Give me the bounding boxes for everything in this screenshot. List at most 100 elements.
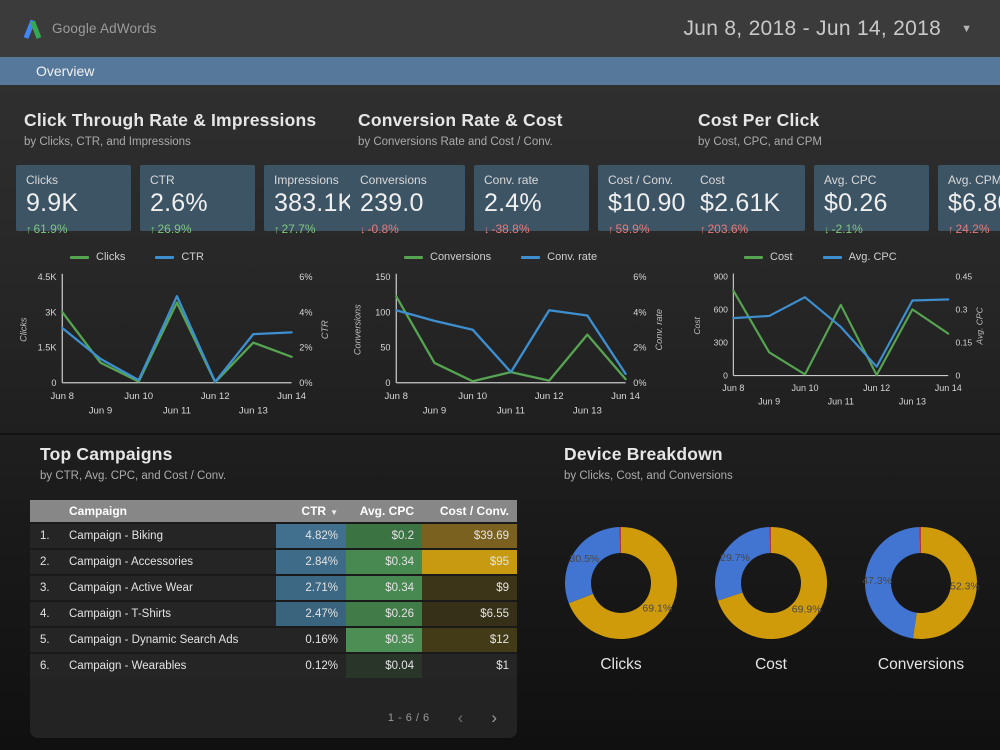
down-arrow-icon: ↓: [360, 224, 366, 236]
donut-chart-conversions: 52.3% 47.3%: [862, 527, 980, 639]
column-header-ctr[interactable]: CTR ▼: [301, 504, 338, 518]
cost-conv-cell: $12: [422, 628, 517, 652]
column-header-avg-cpc[interactable]: Avg. CPC: [359, 504, 414, 518]
scorecard-value: 9.9K: [26, 189, 79, 217]
scorecard-label: Conversions: [360, 173, 427, 187]
svg-text:1.5K: 1.5K: [38, 343, 57, 353]
scorecard-delta: ↑ 61.9%: [26, 222, 122, 236]
table-title: Top Campaigns: [40, 444, 173, 464]
campaign-name-cell: Campaign - Dynamic Search Ads: [69, 634, 239, 646]
cost-conv-cell: $39.69: [422, 524, 517, 548]
chart-legend: Conversions Conv. rate: [404, 251, 668, 263]
blue-line-swatch: [822, 255, 842, 259]
line-chart-conversions-rate: 0 50 100 150 0% 2% 4% 6% Jun 8 Jun 9 Jun 10 Jun 11 J…: [353, 272, 665, 417]
blue-line-swatch: [521, 255, 541, 259]
donut-row: 69.1% 30.5% Clicks 69.9% 29.7% Cost 52.3% 4…: [556, 518, 986, 674]
column-header-campaign: Campaign: [69, 504, 128, 518]
tab-overview[interactable]: Overview: [36, 63, 95, 79]
line-chart-clicks-ctr: 0 1.5K 3K 4.5K 0% 2% 4% 6% Jun 8 Jun 9 Jun 10 Jun 1…: [19, 272, 331, 417]
legend-item-avg-cpc: Avg. CPC: [822, 251, 897, 263]
svg-text:Jun 13: Jun 13: [899, 396, 926, 406]
cpc-cell: $0.35: [346, 628, 422, 652]
svg-text:0: 0: [385, 378, 390, 388]
ctr-cell: 4.82%: [276, 524, 346, 548]
svg-text:Jun 10: Jun 10: [791, 383, 818, 393]
cost-conv-cell: $9: [422, 576, 517, 600]
blue-line-swatch: [155, 255, 175, 259]
scorecard-cost: Cost $2.61K ↑ 203.6%: [690, 165, 805, 236]
section-conversion-cost: Conversion Rate & Cost by Conversions Ra…: [350, 110, 713, 425]
delta-value: 203.6%: [707, 222, 749, 236]
chart-legend: Clicks CTR: [70, 251, 334, 263]
scorecard-label: Avg. CPM: [948, 173, 1000, 187]
svg-text:Jun 9: Jun 9: [423, 406, 447, 417]
row-index: 1.: [40, 530, 50, 542]
svg-text:CTR: CTR: [320, 320, 330, 339]
delta-value: -0.8%: [367, 222, 399, 236]
table-row: 3. Campaign - Active Wear 2.71% $0.34 $9: [30, 574, 517, 600]
up-arrow-icon: ↑: [150, 224, 156, 236]
next-page-icon[interactable]: ›: [491, 708, 497, 727]
svg-text:Jun 14: Jun 14: [611, 391, 641, 402]
donut-clicks: 69.1% 30.5% Clicks: [556, 518, 686, 674]
table-pagination: 1 - 6 / 6 ‹ ›: [30, 709, 517, 738]
donut-chart-cost: 69.9% 29.7%: [714, 527, 827, 639]
donut-cost: 69.9% 29.7% Cost: [706, 518, 836, 674]
svg-text:0: 0: [955, 371, 960, 381]
svg-text:Jun 11: Jun 11: [163, 406, 191, 417]
svg-text:0: 0: [723, 371, 728, 381]
device-title: Device Breakdown: [564, 444, 723, 464]
scorecard-delta: ↓ -2.1%: [824, 222, 920, 236]
page-tab-bar: Overview: [0, 57, 1000, 85]
chevron-down-icon: ▼: [961, 22, 972, 35]
scorecard-avg-cpm: Avg. CPM $6.80 ↑24.2%: [938, 165, 1000, 236]
svg-text:30.5%: 30.5%: [570, 553, 600, 565]
scorecard-value: $10.90: [608, 189, 686, 217]
scorecard-label: Cost: [700, 173, 725, 187]
donut-caption: Conversions: [877, 656, 965, 673]
ctr-cell: 0.12%: [305, 660, 338, 672]
scorecard-value: 239.0: [360, 189, 424, 217]
legend-item-ctr: CTR: [155, 251, 204, 263]
date-range-picker[interactable]: Jun 8, 2018 - Jun 14, 2018 ▼: [683, 0, 972, 57]
device-breakdown-section: Device Breakdown by Clicks, Cost, and Co…: [556, 444, 986, 674]
date-range-text: Jun 8, 2018 - Jun 14, 2018: [683, 16, 942, 40]
svg-text:0.45: 0.45: [955, 271, 972, 281]
legend-item-clicks: Clicks: [70, 251, 125, 263]
svg-text:4%: 4%: [633, 307, 646, 317]
scorecard-label: Conv. rate: [484, 173, 539, 187]
cpc-cell: $0.2: [346, 524, 422, 548]
section-cost-per-click: Cost Per Click by Cost, CPC, and CPM Cos…: [690, 110, 1000, 415]
scorecard-conversions: Conversions 239.0 ↓ -0.8%: [350, 165, 465, 236]
svg-text:Jun 11: Jun 11: [828, 396, 854, 406]
delta-value: -2.1%: [831, 222, 863, 236]
scorecard-delta: ↓ -38.8%: [484, 222, 580, 236]
svg-text:29.7%: 29.7%: [720, 552, 750, 564]
scorecard-row: Clicks 9.9K ↑ 61.9% CTR 2.6% ↑ 26.9% Impre…: [16, 165, 379, 236]
delta-value: 61.9%: [33, 222, 68, 236]
svg-text:6%: 6%: [633, 272, 646, 282]
section-ctr-impressions: Click Through Rate & Impressions by Clic…: [16, 110, 379, 425]
scorecard-delta: ↓ -0.8%: [360, 222, 456, 236]
ctr-cell: 0.16%: [305, 634, 338, 646]
svg-text:Jun 12: Jun 12: [201, 391, 230, 402]
row-index: 5.: [40, 634, 50, 646]
svg-text:69.1%: 69.1%: [642, 602, 672, 614]
section-title: Cost Per Click: [698, 110, 820, 130]
down-arrow-icon: ↓: [824, 224, 830, 236]
ctr-cell: 2.84%: [276, 550, 346, 574]
adwords-logo: Google AdWords: [20, 0, 157, 57]
table-row: 6. Campaign - Wearables 0.12% $0.04 $1: [30, 652, 517, 678]
up-arrow-icon: ↑: [948, 224, 954, 236]
svg-text:0%: 0%: [299, 378, 312, 388]
column-header-cost-conv[interactable]: Cost / Conv.: [439, 504, 509, 518]
campaign-name-cell: Campaign - Biking: [69, 530, 163, 542]
cpc-cell: $0.34: [346, 550, 422, 574]
cost-conv-cell: $95: [422, 550, 517, 574]
svg-text:0: 0: [51, 378, 56, 388]
section-subtitle: by Clicks, CTR, and Impressions: [24, 136, 191, 148]
prev-page-icon[interactable]: ‹: [457, 708, 464, 727]
svg-text:50: 50: [380, 343, 390, 353]
scorecard-value: $6.80: [948, 189, 1000, 217]
svg-text:0.15: 0.15: [955, 338, 972, 348]
